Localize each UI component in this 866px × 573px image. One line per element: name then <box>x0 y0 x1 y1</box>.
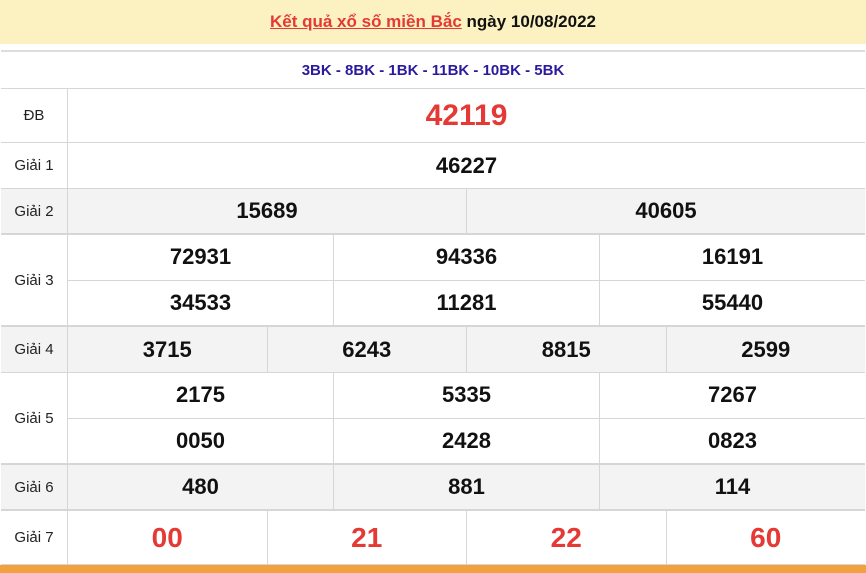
prize-label: Giải 5 <box>1 373 68 463</box>
prize-number: 42119 <box>425 98 508 132</box>
prize-number: 5335 <box>333 373 599 418</box>
prize-label: Giải 4 <box>1 327 68 372</box>
special-codes: 3BK - 8BK - 1BK - 11BK - 10BK - 5BK <box>1 52 865 89</box>
prize-number: 2175 <box>176 382 225 408</box>
prize-number: 40605 <box>466 189 865 233</box>
prize-label: Giải 1 <box>1 143 68 188</box>
prize-label: Giải 3 <box>1 235 68 325</box>
prize-row: Giải 3 72931 94336 16191 34533 11281 55440 <box>1 235 865 327</box>
prize-row: Giải 2 15689 40605 <box>1 189 865 235</box>
prize-number: 00 <box>151 521 183 553</box>
prize-label: Giải 7 <box>1 511 68 564</box>
prize-number: 3715 <box>142 336 192 362</box>
prize-label: ĐB <box>1 89 68 142</box>
prize-number: 0050 <box>176 427 225 453</box>
prize-row: Giải 4 3715 6243 8815 2599 <box>1 327 865 373</box>
prize-number: 8815 <box>466 327 666 372</box>
prize-number: 16191 <box>599 235 865 280</box>
prize-number: 2599 <box>665 327 866 372</box>
prize-row: Giải 5 2175 5335 7267 0050 2428 0823 <box>1 373 865 465</box>
prize-number: 881 <box>333 465 599 509</box>
prize-number: 60 <box>665 511 866 564</box>
prize-number: 480 <box>182 474 219 499</box>
bottom-bar <box>0 565 866 573</box>
prize-number: 15689 <box>236 198 298 223</box>
prize-row: Giải 1 46227 <box>1 143 865 189</box>
prize-number: 2428 <box>333 418 599 463</box>
prize-number: 114 <box>599 465 865 509</box>
prize-row: Giải 7 00 21 22 60 <box>1 511 865 565</box>
prize-number: 72931 <box>169 244 232 270</box>
results-title-link[interactable]: Kết quả xổ số miền Bắc <box>270 12 462 31</box>
prize-row: ĐB 42119 <box>1 89 865 143</box>
prize-label: Giải 2 <box>1 189 68 233</box>
page-header: Kết quả xổ số miền Bắc ngày 10/08/2022 <box>0 0 866 44</box>
prize-label: Giải 6 <box>1 465 68 509</box>
prize-number: 7267 <box>599 373 865 418</box>
prize-number: 46227 <box>435 152 498 178</box>
prize-number: 22 <box>466 511 666 564</box>
prize-number: 21 <box>266 511 467 564</box>
prize-number: 0823 <box>599 418 865 463</box>
date-text: ngày 10/08/2022 <box>466 12 596 31</box>
prize-number: 6243 <box>266 327 467 372</box>
prize-number: 94336 <box>333 235 599 280</box>
prize-number: 34533 <box>169 289 232 315</box>
prize-row: Giải 6 480 881 114 <box>1 465 865 511</box>
prize-number: 55440 <box>599 280 865 325</box>
prize-number: 11281 <box>333 280 599 325</box>
results-table: 3BK - 8BK - 1BK - 11BK - 10BK - 5BK ĐB 42… <box>1 50 865 565</box>
